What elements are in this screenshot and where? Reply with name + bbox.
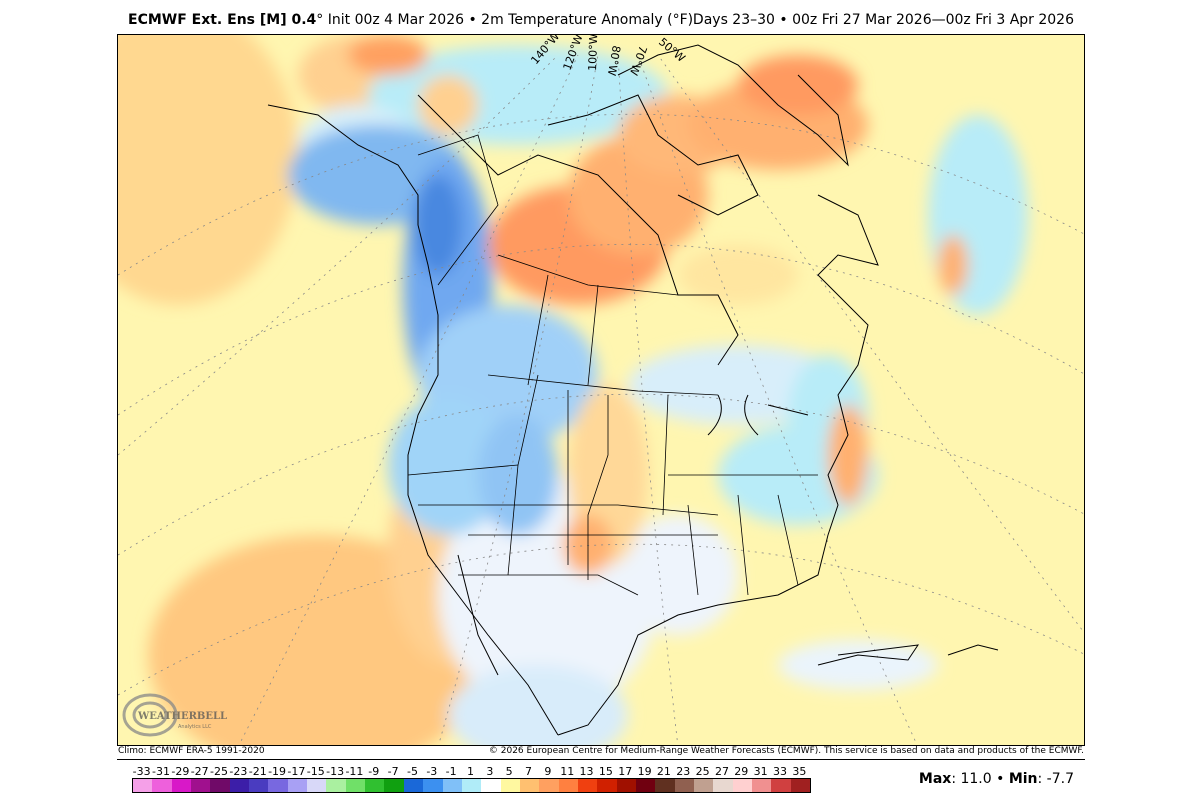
colorbar bbox=[132, 778, 811, 793]
colorbar-swatch bbox=[693, 779, 714, 792]
colorbar-swatch bbox=[365, 779, 385, 792]
colorbar-swatch bbox=[326, 779, 346, 792]
colorbar-tick-label: -13 bbox=[326, 765, 345, 778]
colorbar-tick-label: 23 bbox=[676, 765, 691, 778]
weatherbell-logo: WEATHERBELL Analytics LLC bbox=[122, 693, 227, 737]
colorbar-swatch bbox=[732, 779, 752, 792]
colorbar-swatch bbox=[307, 779, 327, 792]
colorbar-swatch bbox=[752, 779, 772, 792]
colorbar-tick-label: -1 bbox=[445, 765, 457, 778]
colorbar-labels: -33 -31 -29 -27 -25 -23 -21 -19 -17 -15 -13 -11 -9 -7… bbox=[122, 765, 812, 779]
map-canvas: 140°W 120°W 100°W 80°W 70°W 50°W WEATHER… bbox=[118, 35, 1084, 745]
degree-symbol: ° bbox=[316, 12, 324, 28]
colorbar-swatch bbox=[713, 779, 733, 792]
colorbar-tick-label: -15 bbox=[306, 765, 325, 778]
lon-label-80w: 80°W bbox=[605, 44, 623, 76]
colorbar-tick-label: 33 bbox=[772, 765, 787, 778]
max-value: : 11.0 • bbox=[951, 771, 1009, 787]
colorbar-tick-label: -5 bbox=[406, 765, 418, 778]
colorbar-tick-label: -25 bbox=[210, 765, 229, 778]
colorbar-swatch bbox=[403, 779, 424, 792]
colorbar-swatch bbox=[442, 779, 462, 792]
colorbar-swatch bbox=[249, 779, 269, 792]
colorbar-swatch bbox=[384, 779, 404, 792]
colorbar-tick-label: -31 bbox=[152, 765, 170, 778]
colorbar-tick-label: -7 bbox=[387, 765, 399, 778]
footer-divider bbox=[117, 759, 1085, 760]
colorbar-tick-label: 7 bbox=[525, 765, 533, 778]
colorbar-swatch bbox=[481, 779, 501, 792]
colorbar-tick-label: -17 bbox=[287, 765, 306, 778]
colorbar-swatch bbox=[423, 779, 443, 792]
colorbar-tick-label: -21 bbox=[248, 765, 267, 778]
graticule-lines bbox=[118, 54, 1084, 745]
colorbar-swatch bbox=[171, 779, 192, 792]
colorbar-tick-label: -9 bbox=[368, 765, 380, 778]
colorbar-swatch bbox=[558, 779, 578, 792]
colorbar-swatch bbox=[268, 779, 288, 792]
colorbar-tick-label: 17 bbox=[618, 765, 633, 778]
max-min-stats: Max: 11.0 • Min: -7.7 bbox=[919, 771, 1074, 787]
min-label: Min bbox=[1008, 771, 1038, 787]
colorbar-swatch bbox=[229, 779, 250, 792]
colorbar-tick-label: 31 bbox=[753, 765, 768, 778]
colorbar-tick-label: -23 bbox=[229, 765, 248, 778]
colorbar-tick-label: 13 bbox=[579, 765, 594, 778]
colorbar-tick-label: 27 bbox=[714, 765, 729, 778]
colorbar-tick-label: 19 bbox=[637, 765, 652, 778]
political-borders bbox=[407, 134, 818, 596]
min-value: : -7.7 bbox=[1037, 771, 1074, 787]
anomaly-field bbox=[118, 35, 1028, 745]
colorbar-swatch bbox=[674, 779, 694, 792]
logo-text: WEATHERBELL bbox=[137, 711, 227, 722]
colorbar-tick-label: 15 bbox=[598, 765, 613, 778]
colorbar-tick-label: 21 bbox=[656, 765, 671, 778]
colorbar-tick-label: -29 bbox=[171, 765, 190, 778]
colorbar-swatch bbox=[616, 779, 636, 792]
copyright-notice: © 2026 European Centre for Medium-Range … bbox=[488, 746, 1084, 756]
colorbar-tick-label: 35 bbox=[792, 765, 807, 778]
colorbar-swatch bbox=[577, 779, 598, 792]
colorbar-tick-label: -19 bbox=[268, 765, 287, 778]
colorbar-tick-label: -11 bbox=[345, 765, 364, 778]
colorbar-swatch bbox=[635, 779, 656, 792]
colorbar-tick-label: -33 bbox=[132, 765, 151, 778]
logo-subtext: Analytics LLC bbox=[178, 724, 212, 730]
model-name: ECMWF Ext. Ens [M] 0.4 bbox=[128, 12, 317, 28]
colorbar-swatch bbox=[597, 779, 617, 792]
colorbar-tick-label: -3 bbox=[426, 765, 438, 778]
colorbar-swatch bbox=[771, 779, 791, 792]
colorbar-tick-label: 25 bbox=[695, 765, 710, 778]
colorbar-swatch bbox=[287, 779, 308, 792]
colorbar-swatch bbox=[133, 779, 153, 792]
colorbar-swatch bbox=[191, 779, 211, 792]
colorbar-swatch bbox=[655, 779, 675, 792]
init-and-variable: Init 00z 4 Mar 2026 • 2m Temperature Ano… bbox=[323, 12, 694, 28]
lon-label-100w: 100°W bbox=[586, 35, 600, 71]
colorbar-swatch bbox=[461, 779, 482, 792]
colorbar-swatch bbox=[519, 779, 540, 792]
colorbar-swatch bbox=[345, 779, 366, 792]
climatology-note: Climo: ECMWF ERA-5 1991-2020 bbox=[118, 746, 265, 756]
colorbar-tick-label: 9 bbox=[544, 765, 552, 778]
colorbar-tick-label: 29 bbox=[734, 765, 749, 778]
colorbar-tick-label: 5 bbox=[505, 765, 513, 778]
colorbar-swatch bbox=[152, 779, 172, 792]
colorbar-tick-label: 11 bbox=[560, 765, 575, 778]
max-label: Max bbox=[918, 771, 952, 787]
colorbar-tick-label: -27 bbox=[190, 765, 209, 778]
temperature-anomaly-map: 140°W 120°W 100°W 80°W 70°W 50°W WEATHER… bbox=[117, 34, 1085, 746]
colorbar-tick-label: 1 bbox=[467, 765, 474, 778]
colorbar-swatch bbox=[500, 779, 520, 792]
colorbar-swatch bbox=[539, 779, 559, 792]
colorbar-swatch bbox=[790, 779, 811, 792]
colorbar-swatch bbox=[210, 779, 230, 792]
map-title: ECMWF Ext. Ens [M] 0.4° Init 00z 4 Mar 2… bbox=[128, 12, 693, 28]
coastlines bbox=[267, 44, 999, 736]
valid-period: Days 23–30 • 00z Fri 27 Mar 2026—00z Fri… bbox=[692, 12, 1074, 28]
colorbar-tick-label: 3 bbox=[486, 765, 494, 778]
